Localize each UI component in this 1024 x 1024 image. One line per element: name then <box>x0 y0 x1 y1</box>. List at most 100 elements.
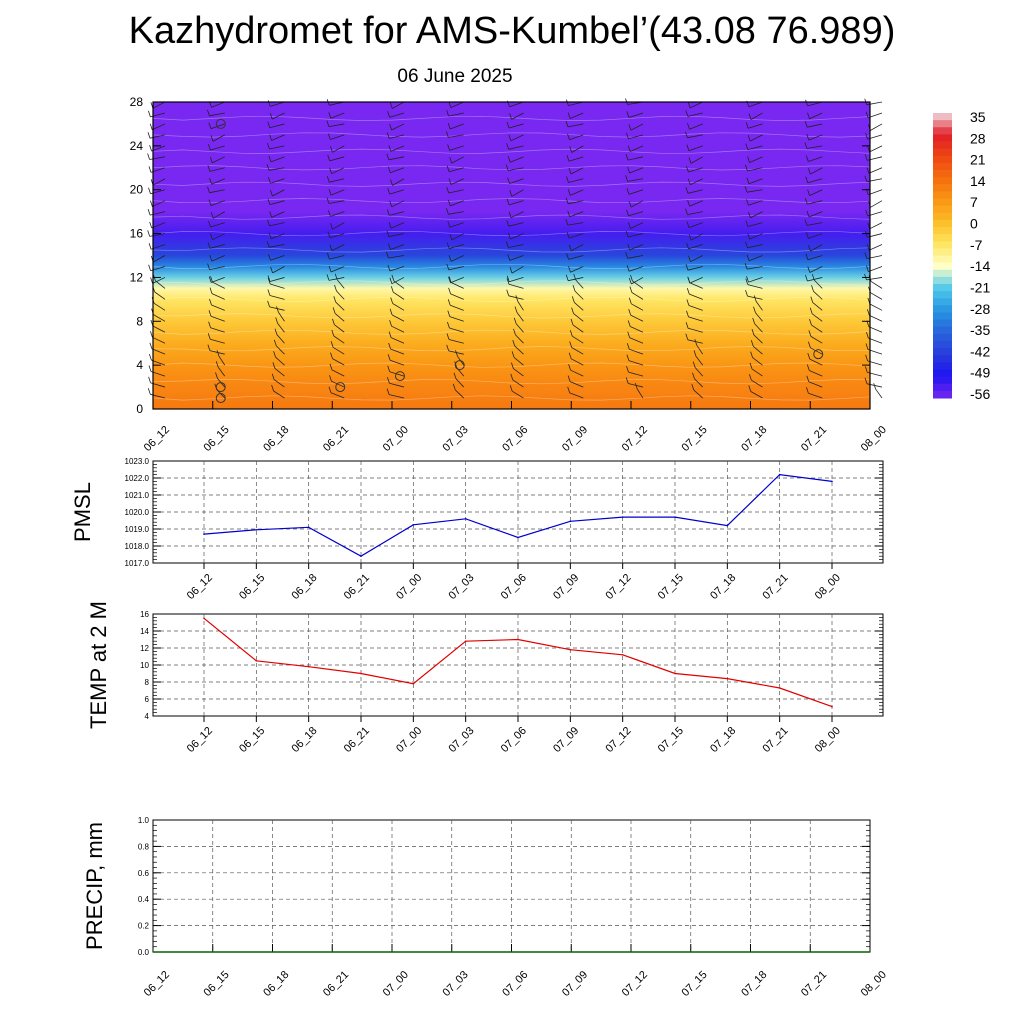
x-tick-label: 07_03 <box>446 725 476 755</box>
wind-barb-flag <box>746 199 749 206</box>
wind-barb <box>631 277 644 285</box>
colorbar-swatch <box>933 113 952 121</box>
wind-barb-flag <box>273 339 277 347</box>
wind-barb-flag <box>688 157 692 164</box>
calm-marker <box>215 118 226 129</box>
wind-barb-flag <box>509 266 513 274</box>
x-tick-label: 07_00 <box>381 424 411 454</box>
wind-barb-flag <box>685 187 689 194</box>
colorbar-swatch <box>933 198 952 207</box>
wind-barb-flag <box>210 233 213 240</box>
wind-barb <box>329 233 345 239</box>
wind-barb <box>813 291 823 300</box>
wind-barb <box>152 277 166 284</box>
wind-barb <box>687 189 703 194</box>
x-tick-label: 08_00 <box>859 969 889 999</box>
wind-barb-flag <box>270 189 273 197</box>
colorbar-swatch <box>933 148 952 157</box>
wind-barb-flag <box>687 101 691 109</box>
wind-barb-flag <box>274 328 278 335</box>
wind-barb <box>274 368 285 377</box>
wind-barb <box>388 255 405 259</box>
y-tick-label: 0.2 <box>138 922 150 931</box>
data-point <box>203 617 205 620</box>
wind-barb <box>571 244 584 252</box>
wind-barb-flag <box>634 382 638 390</box>
wind-barb <box>630 222 644 229</box>
wind-barb <box>455 378 465 388</box>
data-point <box>360 555 362 557</box>
wind-barb <box>689 101 703 109</box>
wind-barb-flag <box>509 190 513 197</box>
wind-barb <box>335 301 345 311</box>
wind-barb <box>514 345 524 355</box>
wind-barb <box>689 123 703 130</box>
y-tick-label: 16 <box>140 610 149 619</box>
wind-barb-flag <box>866 167 870 174</box>
wind-barb <box>574 302 584 311</box>
wind-barb <box>269 295 285 300</box>
wind-barb-flag <box>149 144 152 152</box>
wind-barb-flag <box>805 176 809 183</box>
wind-barb-flag <box>745 278 749 285</box>
wind-barb-flag <box>266 164 270 171</box>
wind-barb-flag <box>685 131 688 138</box>
wind-barb <box>330 189 345 196</box>
wind-barb <box>571 358 584 366</box>
wind-barb-flag <box>628 124 632 131</box>
wind-barb <box>567 123 584 128</box>
contour-line <box>152 231 871 237</box>
wind-barb <box>155 280 166 289</box>
wind-barb-flag <box>509 113 512 120</box>
wind-barb <box>750 211 763 219</box>
wind-barb-flag <box>207 165 211 172</box>
wind-barb <box>747 167 763 172</box>
wind-barb <box>810 336 823 344</box>
wind-barb-flag <box>276 306 279 313</box>
x-tick-label: 08_00 <box>813 725 843 755</box>
wind-barb <box>449 222 464 228</box>
wind-barb-flag <box>864 366 868 373</box>
wind-barb <box>391 123 405 131</box>
wind-barb <box>510 211 524 219</box>
wind-barb-flag <box>446 165 450 172</box>
data-point <box>621 654 624 656</box>
contour-line <box>152 296 871 302</box>
colorbar-swatch <box>933 312 952 321</box>
wind-barb-flag <box>446 109 449 117</box>
wind-barb-flag <box>811 285 814 292</box>
wind-barb-flag <box>448 178 452 185</box>
wind-barb-flag <box>147 208 151 216</box>
x-tick-label: 07_15 <box>680 969 710 999</box>
colorbar-swatch <box>933 241 952 249</box>
wind-barb-flag <box>626 132 629 139</box>
wind-barb <box>277 323 285 333</box>
colorbar-swatch <box>933 134 952 143</box>
wind-barb-flag <box>687 178 691 185</box>
wind-barb <box>568 178 584 183</box>
wind-barb <box>570 369 584 377</box>
data-point <box>517 536 519 539</box>
y-tick-label: 0.4 <box>138 895 150 904</box>
wind-barb <box>810 167 823 175</box>
x-tick-label: 07_03 <box>441 424 471 454</box>
wind-barb <box>151 222 166 229</box>
contour-line <box>152 379 871 385</box>
colorbar-label: -14 <box>970 258 990 274</box>
wind-barb-flag <box>748 385 752 392</box>
wind-barb-flag <box>686 310 689 318</box>
x-tick-label: 07_00 <box>394 725 424 755</box>
wind-barb <box>869 145 883 153</box>
y-tick-label: 1.0 <box>138 816 150 825</box>
wind-barb-flag <box>506 121 510 129</box>
wind-barb-flag <box>208 220 211 228</box>
wind-barb <box>450 123 464 130</box>
wind-barb <box>211 178 225 185</box>
wind-barb-flag <box>625 252 629 259</box>
wind-barb-flag <box>687 276 691 284</box>
wind-barb <box>270 101 285 107</box>
wind-barb <box>630 145 644 152</box>
colorbar-swatch <box>933 191 952 200</box>
colorbar: 35 28 21 14 7 0 -7 -14 -21 -28 -35 -42 -49 -56 <box>933 109 990 402</box>
wind-barb-flag <box>628 297 632 304</box>
